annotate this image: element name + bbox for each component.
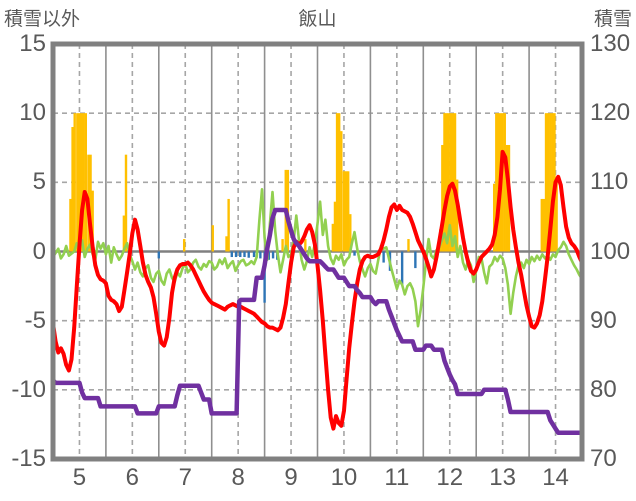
axis-tick-label: 110 <box>590 168 629 196</box>
blue-bars-bar <box>400 251 404 285</box>
orange-bars-bar <box>449 113 453 252</box>
blue-bars-bar <box>267 251 271 260</box>
orange-bars-bar <box>337 113 341 252</box>
axis-tick-label: 10 <box>330 464 358 491</box>
blue-bars-bar <box>414 251 417 269</box>
orange-bars-bar <box>346 171 350 252</box>
orange-bars-bar <box>443 113 446 252</box>
orange-bars-bar <box>551 113 554 252</box>
chart-title: 飯山 <box>298 9 337 30</box>
blue-bars-bar <box>157 251 160 259</box>
orange-bars-bar <box>69 198 72 252</box>
orange-bars-bar <box>492 183 496 252</box>
orange-bars-bar <box>122 215 126 252</box>
orange-bars-bar <box>505 144 509 252</box>
blue-bars-bar <box>243 251 246 258</box>
orange-bars-bar <box>225 236 228 252</box>
orange-bars-bar <box>340 131 343 252</box>
blue-bars-bar <box>239 251 242 258</box>
axis-tick-label: 9 <box>284 464 298 491</box>
axis-tick-label: -15 <box>11 445 46 472</box>
orange-bars-bar <box>80 113 83 252</box>
orange-bars-bar <box>447 113 450 252</box>
blue-bars-bar <box>353 251 356 256</box>
orange-bars-bar <box>78 113 81 252</box>
axis-tick-label: -10 <box>11 375 46 403</box>
orange-bars-bar <box>455 179 459 252</box>
orange-bars-bar <box>304 239 307 252</box>
orange-bars-bar <box>182 239 186 252</box>
orange-bars-bar <box>546 113 550 252</box>
orange-bars-bar <box>503 113 506 252</box>
orange-bars-bar <box>555 176 558 252</box>
orange-bars-bar <box>540 198 543 252</box>
axis-tick-label: 13 <box>489 464 516 491</box>
orange-bars-bar <box>124 154 128 252</box>
orange-bars-bar <box>76 113 79 252</box>
orange-bars-bar <box>281 239 284 252</box>
orange-bars-bar <box>497 113 500 252</box>
blue-bars-bar <box>382 251 385 263</box>
orange-bars-bar <box>89 154 92 252</box>
orange-bars-bar <box>445 113 448 252</box>
axis-tick-label: 90 <box>590 306 617 334</box>
axis-tick-label: 100 <box>590 237 631 265</box>
orange-bars-bar <box>82 113 85 252</box>
orange-bars-bar <box>441 144 444 252</box>
orange-bars-bar <box>495 113 498 252</box>
orange-bars-bar <box>407 239 410 252</box>
orange-bars-bar <box>211 225 214 252</box>
orange-bars-bar <box>333 201 337 252</box>
axis-tick-label: 5 <box>72 464 87 491</box>
blue-bars-bar <box>230 251 234 258</box>
orange-bars-bar <box>71 127 74 252</box>
axis-tick-label: 130 <box>590 30 631 57</box>
axis-tick-label: 10 <box>19 99 46 127</box>
axis-tick-label: 15 <box>19 30 46 57</box>
orange-bars-bar <box>349 214 352 252</box>
orange-bars-bar <box>227 198 230 252</box>
axis-tick-label: 14 <box>542 464 569 491</box>
blue-bars-bar <box>252 251 256 258</box>
left-axis-title: 積雪以外 <box>4 9 81 30</box>
axis-tick-label: 70 <box>590 445 617 472</box>
axis-tick-label: 7 <box>178 464 192 491</box>
axis-tick-label: 8 <box>231 464 245 491</box>
orange-bars-bar <box>344 171 348 252</box>
axis-tick-label: 0 <box>32 237 46 265</box>
orange-bars-bar <box>453 113 457 252</box>
blue-bars-bar <box>234 251 238 258</box>
orange-bars-bar <box>73 113 76 252</box>
axis-tick-label: 11 <box>384 464 410 491</box>
orange-bars-bar <box>544 113 548 252</box>
orange-bars-bar <box>501 113 504 252</box>
blue-bars-bar <box>247 251 250 258</box>
axis-tick-label: -5 <box>24 306 46 334</box>
blue-bars-bar <box>259 251 262 259</box>
axis-tick-label: 80 <box>590 375 617 403</box>
orange-bars-bar <box>335 113 339 252</box>
orange-bars-bar <box>549 113 552 252</box>
orange-bars-bar <box>331 223 335 252</box>
blue-bars-bar <box>271 251 275 259</box>
orange-bars-bar <box>84 113 87 252</box>
orange-bars-bar <box>342 171 346 252</box>
orange-bars-bar <box>91 190 94 252</box>
axis-tick-label: 5 <box>32 168 46 196</box>
orange-bars-bar <box>542 198 546 252</box>
axis-tick-label: 120 <box>590 99 631 127</box>
axis-tick-label: 6 <box>125 464 140 491</box>
red-line <box>51 149 584 431</box>
purple-snow-depth-line <box>50 207 585 435</box>
right-axis-title: 積雪 <box>593 9 632 30</box>
axis-tick-label: 12 <box>436 464 464 491</box>
blue-bars-bar <box>263 251 266 303</box>
